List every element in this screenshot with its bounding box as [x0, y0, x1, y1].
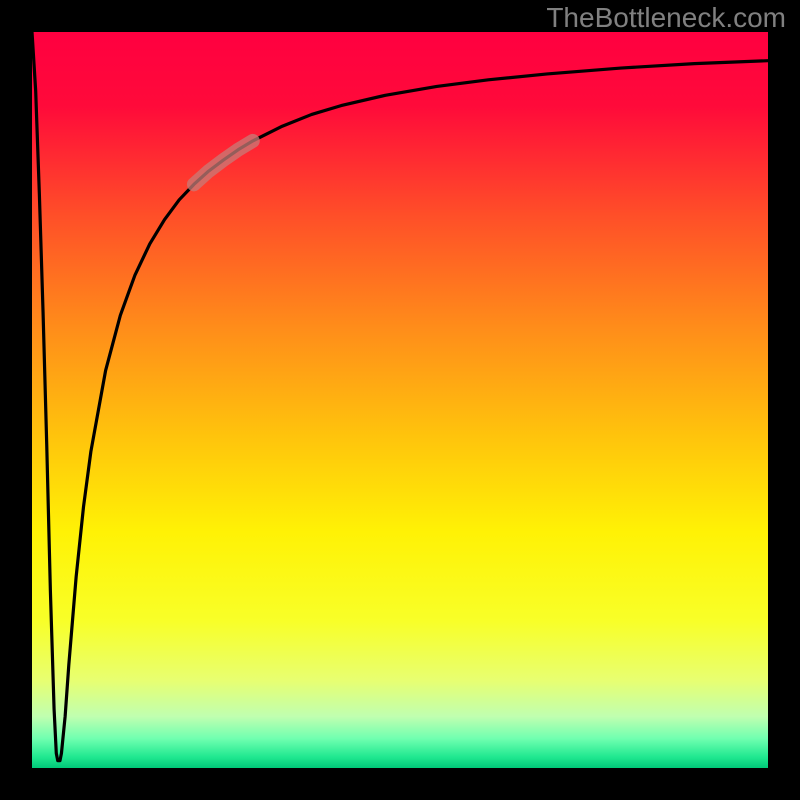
plot-background [32, 32, 768, 768]
watermark-text: TheBottleneck.com [546, 2, 786, 34]
bottleneck-curve-chart [0, 0, 800, 800]
chart-root: TheBottleneck.com [0, 0, 800, 800]
